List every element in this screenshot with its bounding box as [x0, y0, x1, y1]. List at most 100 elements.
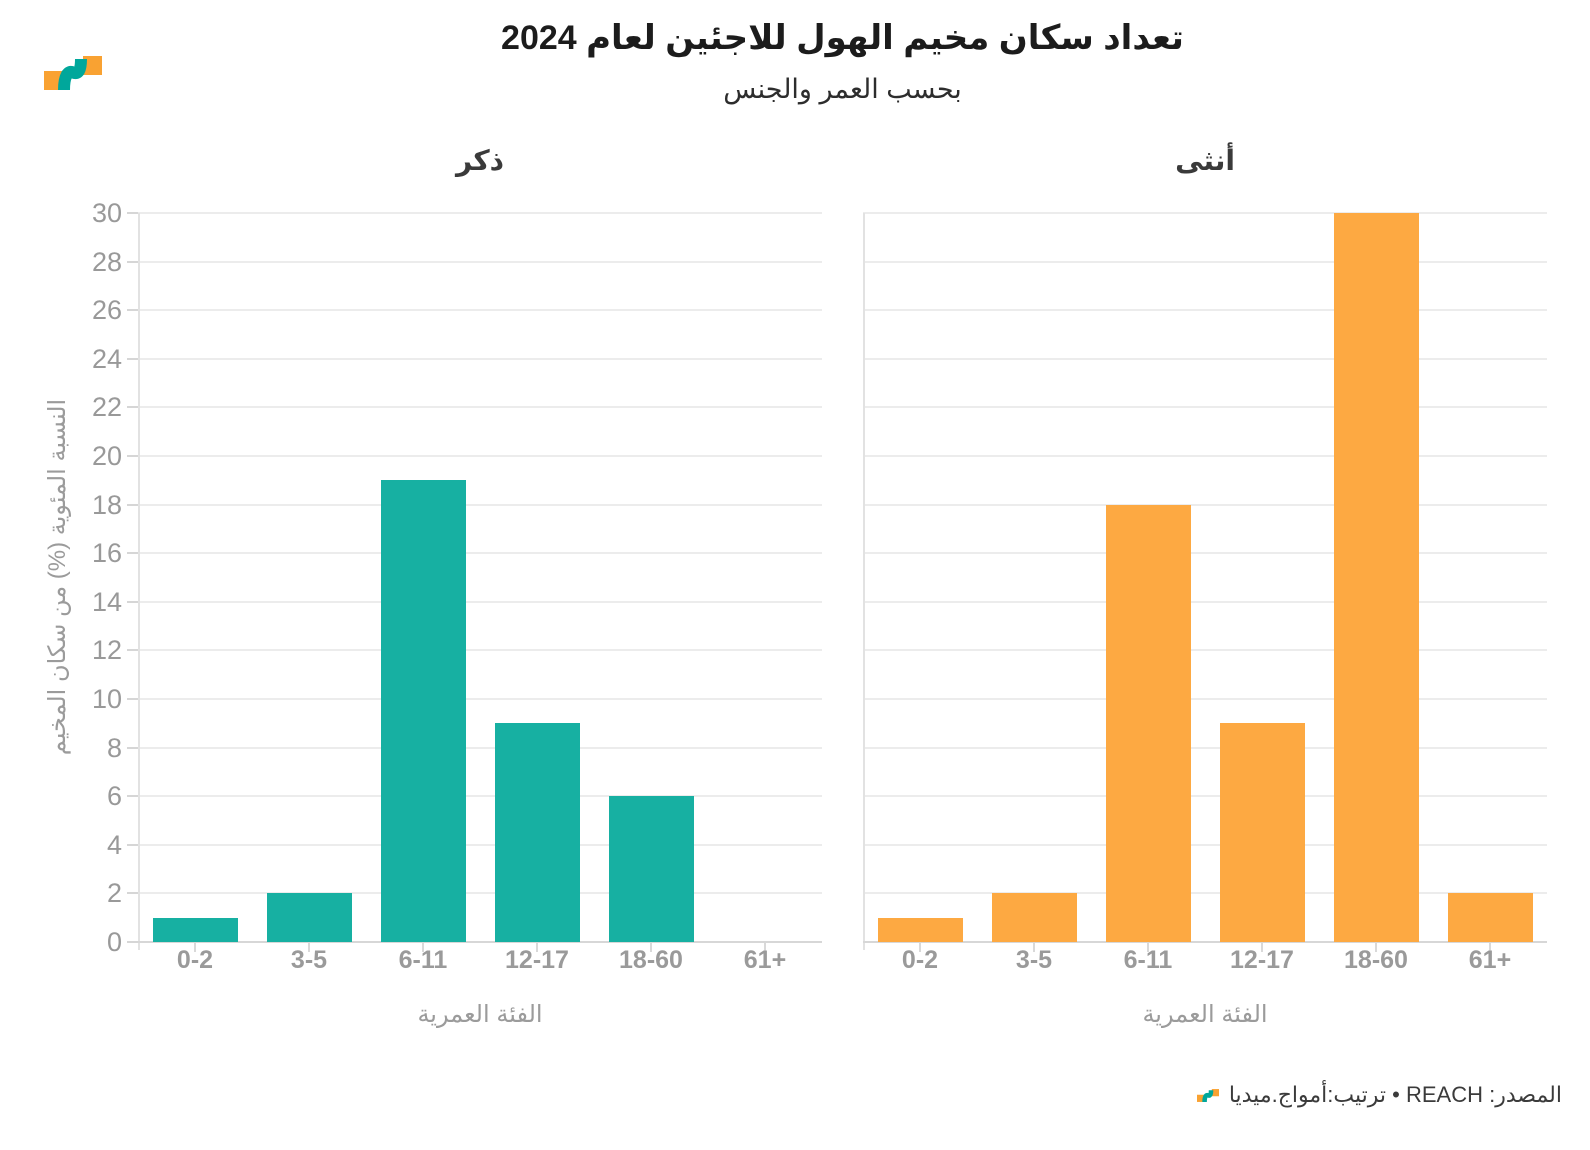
x-axis-title-male: الفئة العمرية [417, 1001, 543, 1028]
gridline [863, 698, 1547, 700]
amwaj-media-logo-icon [44, 56, 102, 90]
gridline [863, 795, 1547, 798]
x-tick [536, 942, 538, 952]
y-tick-mark [127, 260, 138, 263]
y-tick-mark [127, 892, 138, 895]
bar-ذكر-18-60 [608, 796, 694, 942]
y-tick-mark [127, 212, 138, 214]
x-tick-label: 0-2 [176, 946, 214, 974]
x-tick-label: 61+ [1468, 946, 1512, 974]
bar-أنثى-18-60 [1333, 213, 1419, 942]
y-tick-label: 10 [91, 684, 122, 714]
y-tick-label: 22 [91, 392, 122, 423]
y-tick-mark [127, 552, 138, 555]
gridline [863, 455, 1547, 457]
y-tick-label: 14 [91, 586, 122, 617]
source-line: المصدر: REACH • ترتيب:أمواج.ميديا [1196, 1078, 1562, 1112]
y-tick-mark [127, 357, 138, 360]
gridline [863, 260, 1547, 263]
bar-أنثى-0-2 [877, 917, 963, 942]
gridline [863, 746, 1547, 749]
y-tick-label: 24 [91, 343, 122, 374]
panel-male: 0-2 3-5 6-11 12-17 18-60 61+ [138, 212, 822, 974]
chart-title: تعداد سكان مخيم الهول للاجئين لعام 2024 [501, 19, 1184, 57]
gridline [138, 843, 822, 846]
gridline [138, 552, 822, 555]
x-tick-label: 18-60 [619, 946, 683, 974]
bar-ذكر-6-11 [380, 480, 466, 942]
x-tick [1375, 942, 1377, 952]
x-tick [194, 942, 196, 952]
gridline [138, 503, 822, 506]
x-tick-label: 3-5 [290, 946, 328, 974]
gridline [138, 600, 822, 603]
gridline [863, 892, 1547, 895]
gridline [863, 843, 1547, 846]
y-tick-mark [127, 455, 138, 457]
y-tick-label: 28 [91, 246, 122, 277]
y-tick-mark [127, 698, 138, 700]
x-tick [1261, 942, 1263, 952]
y-tick-label: 20 [91, 441, 122, 471]
bar-ذكر-12-17 [494, 723, 580, 942]
x-tick [1033, 942, 1035, 952]
x-tick [1147, 942, 1149, 952]
gridline [138, 260, 822, 263]
gridline [138, 357, 822, 360]
y-tick-label: 12 [91, 635, 122, 666]
gridline [138, 649, 822, 652]
y-tick-label: 6 [106, 781, 122, 812]
facet-title-male: ذكر [455, 145, 505, 176]
y-tick-mark [127, 649, 138, 652]
x-tick [1489, 942, 1491, 952]
y-tick-mark [127, 795, 138, 798]
gridline [863, 552, 1547, 555]
gridline [138, 455, 822, 457]
y-tick-mark [127, 503, 138, 506]
x-tick-label: 3-5 [1015, 946, 1053, 974]
gridline [138, 892, 822, 895]
y-axis-line [863, 213, 865, 950]
y-tick-label: 30 [91, 198, 122, 228]
y-tick-mark [127, 406, 138, 409]
x-tick-label: 18-60 [1344, 946, 1408, 974]
gridline [138, 746, 822, 749]
x-axis-title-female: الفئة العمرية [1142, 1001, 1268, 1028]
gridline [138, 406, 822, 409]
x-tick [919, 942, 921, 952]
y-tick-label: 16 [91, 538, 122, 569]
gridline [863, 309, 1547, 312]
y-tick-label: 2 [106, 878, 122, 909]
gridline [138, 309, 822, 312]
x-tick-label: 0-2 [901, 946, 939, 974]
chart-subtitle: بحسب العمر والجنس [723, 74, 962, 104]
x-tick-label: 61+ [743, 946, 787, 974]
y-tick-label: 0 [106, 927, 122, 957]
bar-أنثى-61+ [1447, 893, 1533, 942]
gridline [863, 212, 1547, 214]
bar-أنثى-3-5 [991, 893, 1077, 942]
bar-أنثى-6-11 [1105, 504, 1191, 942]
gridline [138, 698, 822, 700]
x-tick [764, 942, 766, 952]
gridline [863, 406, 1547, 409]
gridline [863, 649, 1547, 652]
bar-ذكر-0-2 [152, 917, 238, 942]
gridline [863, 503, 1547, 506]
x-tick-label: 6-11 [398, 946, 448, 974]
bar-أنثى-12-17 [1219, 723, 1305, 942]
gridline [138, 212, 822, 214]
x-axis-line [138, 941, 822, 943]
gridline [138, 795, 822, 798]
x-axis-line [863, 941, 1547, 943]
source-text: المصدر: REACH • ترتيب:أمواج.ميديا [1228, 1082, 1562, 1107]
y-tick-mark [127, 843, 138, 846]
gridline [863, 600, 1547, 603]
x-tick [308, 942, 310, 952]
gridline [863, 357, 1547, 360]
y-tick-mark [127, 600, 138, 603]
x-tick-label: 12-17 [505, 946, 569, 974]
x-tick-label: 6-11 [1123, 946, 1173, 974]
y-axis-line [138, 213, 140, 950]
